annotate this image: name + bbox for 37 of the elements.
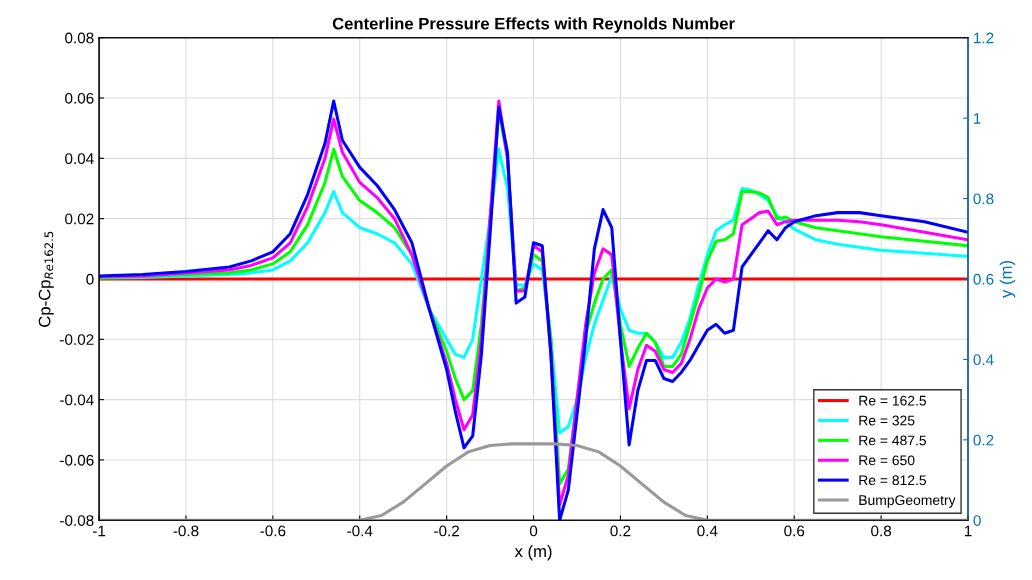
- y-tick-label: -0.06: [60, 454, 94, 466]
- y2-tick-label: 0.6: [973, 273, 994, 285]
- x-axis-title: x (m): [514, 544, 552, 561]
- legend-label: Re = 650: [859, 455, 915, 466]
- y2-tick-label: 1.2: [974, 32, 994, 44]
- x-tick-label: 0.8: [871, 525, 892, 537]
- legend-label: Re = 812.5: [859, 475, 927, 486]
- x-tick-label: 0.2: [610, 525, 631, 537]
- x-tick-label: 0: [529, 525, 538, 537]
- y-tick-label: 0.06: [65, 92, 94, 104]
- y-tick-label: -0.02: [60, 334, 94, 345]
- y-tick-label: 0.04: [65, 153, 94, 165]
- y-tick-label: -0.04: [60, 394, 94, 406]
- legend-label: Re = 325: [859, 415, 915, 426]
- y2-tick-label: 0.2: [973, 434, 994, 446]
- y2-tick-label: 0: [973, 515, 981, 526]
- x-tick-label: 0.6: [784, 525, 805, 537]
- x-tick-label: -0.6: [260, 525, 286, 537]
- legend-label: Re = 487.5: [859, 435, 927, 446]
- y-tick-label: 0.08: [65, 32, 94, 44]
- y2-axis-title: y (m): [999, 261, 1016, 298]
- y-axis-title: Cp-Cp$_{Re162.5}$: [38, 231, 54, 327]
- x-tick-label: -0.4: [347, 525, 373, 537]
- x-tick-label: -0.8: [173, 525, 199, 537]
- x-tick-label: -0.2: [434, 525, 460, 537]
- legend-label: Re = 162.5: [859, 395, 927, 406]
- x-tick-label: 0.4: [697, 525, 718, 537]
- y-tick-label: -0.08: [60, 515, 94, 526]
- y-tick-label: 0: [86, 273, 94, 285]
- y2-tick-label: 1: [974, 113, 981, 124]
- y2-tick-label: 0.4: [973, 354, 994, 366]
- chart-title: Centerline Pressure Effects with Reynolds Number: [332, 17, 735, 33]
- x-tick-label: -1: [92, 525, 106, 537]
- legend-label: BumpGeometry: [859, 495, 956, 508]
- y2-tick-label: 0.8: [973, 193, 994, 205]
- x-tick-label: 1: [964, 525, 972, 537]
- y-tick-label: 0.02: [65, 213, 94, 225]
